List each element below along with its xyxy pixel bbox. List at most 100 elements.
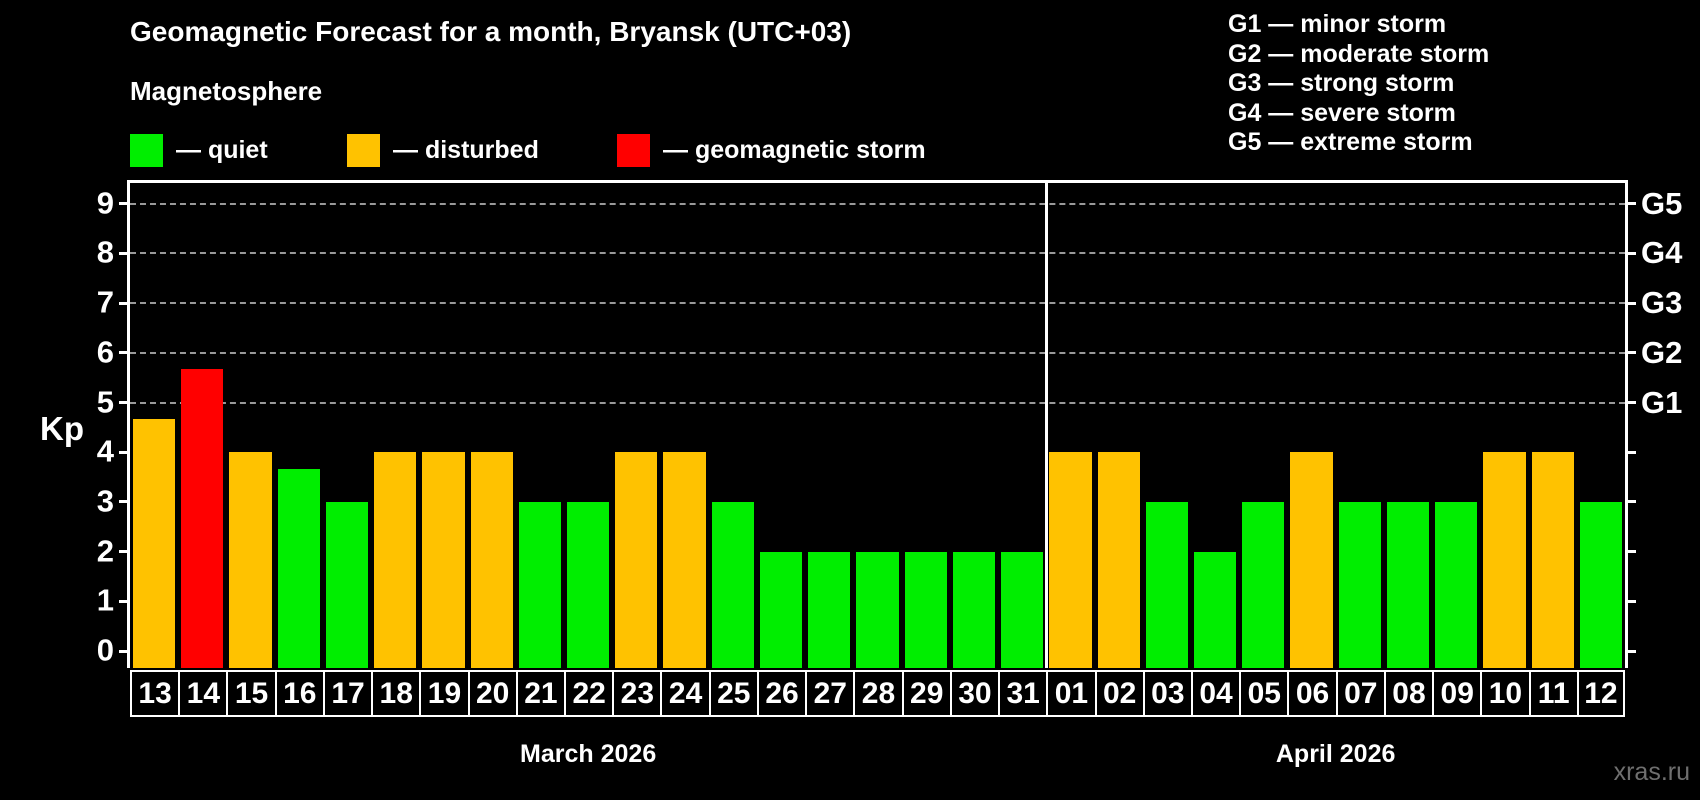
g-axis-label-g5: G5 (1641, 185, 1683, 221)
date-cell-25: 25 (708, 670, 759, 717)
date-cell-01: 01 (1046, 670, 1097, 717)
g-scale-legend: G1 — minor storm G2 — moderate storm G3 — … (1228, 10, 1489, 158)
date-cell-16: 16 (274, 670, 325, 717)
watermark: xras.ru (1613, 758, 1690, 786)
g-legend-item-g2: G2 — moderate storm (1228, 39, 1490, 68)
date-cell-09: 09 (1432, 670, 1483, 717)
date-cell-07: 07 (1335, 670, 1386, 717)
kp-bar-day-07 (1338, 501, 1381, 668)
date-cell-04: 04 (1190, 670, 1242, 717)
y-tick-right-4 (1628, 450, 1636, 454)
y-tick-left-4 (119, 450, 127, 454)
g-axis-label-g2: G2 (1641, 334, 1683, 370)
legend-swatch-storm (617, 133, 650, 167)
y-axis-title: Kp (40, 410, 84, 447)
gridline-kp7 (130, 302, 1625, 305)
g-legend-item-g3: G3 — strong storm (1228, 69, 1455, 98)
y-tick-left-2 (119, 550, 127, 554)
kp-bar-day-08 (1386, 501, 1430, 668)
y-axis-label-5: 5 (96, 383, 114, 419)
date-cell-31: 31 (998, 670, 1049, 717)
y-tick-right-1 (1628, 599, 1636, 603)
legend-item-storm: — geomagnetic storm (617, 132, 926, 168)
date-cell-10: 10 (1480, 670, 1531, 717)
y-axis-label-3: 3 (96, 483, 114, 519)
date-cell-26: 26 (756, 670, 808, 717)
y-axis-line (127, 180, 130, 668)
plot-border-top (127, 180, 1628, 183)
month-label-left: March 2026 (520, 740, 657, 768)
legend-item-quiet: — quiet (130, 132, 268, 168)
kp-bar-day-11 (1531, 452, 1574, 668)
y-axis-label-8: 8 (96, 234, 114, 270)
y-tick-right-8 (1628, 251, 1636, 255)
date-cell-06: 06 (1287, 670, 1338, 717)
date-cell-22: 22 (564, 670, 615, 717)
kp-bar-day-04 (1193, 551, 1237, 668)
gridline-kp9 (130, 202, 1625, 205)
plot-area: 0 1 2 3 4 5 6 7 8 9 G1 G2 G3 G4 G5 (97, 180, 1682, 668)
y-axis-label-6: 6 (96, 334, 114, 370)
kp-bar-day-30 (952, 551, 996, 668)
date-cell-15: 15 (226, 670, 277, 717)
y-axis-label-4: 4 (96, 433, 114, 469)
kp-bar-day-14 (181, 369, 224, 668)
gridline-kp8 (130, 252, 1625, 255)
y-tick-right-6 (1628, 351, 1636, 355)
y-tick-left-9 (119, 202, 127, 206)
y-tick-right-5 (1628, 401, 1636, 404)
kp-bar-day-06 (1290, 452, 1333, 668)
gridline-kp6 (130, 351, 1625, 354)
y-axis-label-1: 1 (96, 582, 114, 618)
y-axis-label-0: 0 (96, 632, 114, 668)
g-legend-item-g1: G1 — minor storm (1228, 10, 1447, 38)
y-axis-label-9: 9 (96, 184, 114, 220)
kp-bar-day-29 (904, 551, 947, 668)
date-cell-03: 03 (1142, 670, 1193, 717)
kp-bar-day-03 (1145, 501, 1188, 668)
kp-bar-day-23 (615, 452, 658, 668)
month-separator (1044, 183, 1048, 668)
kp-bar-day-18 (374, 452, 417, 668)
g-axis-label-g3: G3 (1641, 285, 1683, 321)
y-tick-left-5 (119, 401, 127, 404)
date-cell-19: 19 (419, 670, 470, 717)
date-cell-05: 05 (1239, 670, 1290, 717)
date-cell-28: 28 (853, 670, 904, 717)
date-cell-21: 21 (515, 670, 567, 717)
kp-bar-day-16 (277, 468, 320, 668)
y-tick-right-9 (1628, 202, 1636, 206)
month-label-right: April 2026 (1275, 740, 1396, 768)
y-tick-left-0 (119, 649, 127, 653)
y-tick-left-8 (119, 251, 127, 255)
legend-label-storm: — geomagnetic storm (663, 135, 926, 164)
kp-bar-day-13 (133, 418, 176, 668)
kp-bar-day-05 (1242, 501, 1285, 668)
date-cell-08: 08 (1383, 670, 1435, 717)
date-cell-14: 14 (178, 670, 229, 717)
date-cell-29: 29 (901, 670, 952, 717)
kp-bar-day-02 (1097, 452, 1140, 668)
kp-bar-day-01 (1049, 452, 1092, 668)
kp-bar-day-12 (1579, 501, 1622, 668)
g-legend-item-g5: G5 — extreme storm (1228, 128, 1473, 157)
legend-swatch-quiet (130, 133, 163, 167)
kp-bar-day-15 (229, 452, 272, 668)
y-axis-label-7: 7 (96, 284, 114, 320)
chart-title: Geomagnetic Forecast for a month, Bryans… (130, 16, 852, 47)
y-tick-right-3 (1628, 500, 1636, 504)
kp-bar-day-20 (470, 452, 513, 668)
g-legend-item-g4: G4 — severe storm (1228, 98, 1456, 127)
date-cell-24: 24 (660, 670, 711, 717)
kp-bar-day-28 (856, 551, 899, 668)
legend-label-quiet: — quiet (176, 135, 268, 164)
kp-bar-day-31 (1001, 551, 1044, 668)
date-axis: 13 14 15 16 17 18 19 20 21 22 23 24 25 26 27 28 29 30 31 01… (130, 670, 1625, 717)
kp-bar-day-21 (518, 501, 562, 668)
g-axis-label-g1: G1 (1641, 384, 1683, 420)
y-tick-right-7 (1628, 301, 1636, 305)
y-tick-right-2 (1628, 550, 1636, 554)
y-tick-left-3 (119, 500, 127, 504)
y-tick-left-6 (119, 351, 127, 355)
right-axis-line (1625, 180, 1628, 668)
